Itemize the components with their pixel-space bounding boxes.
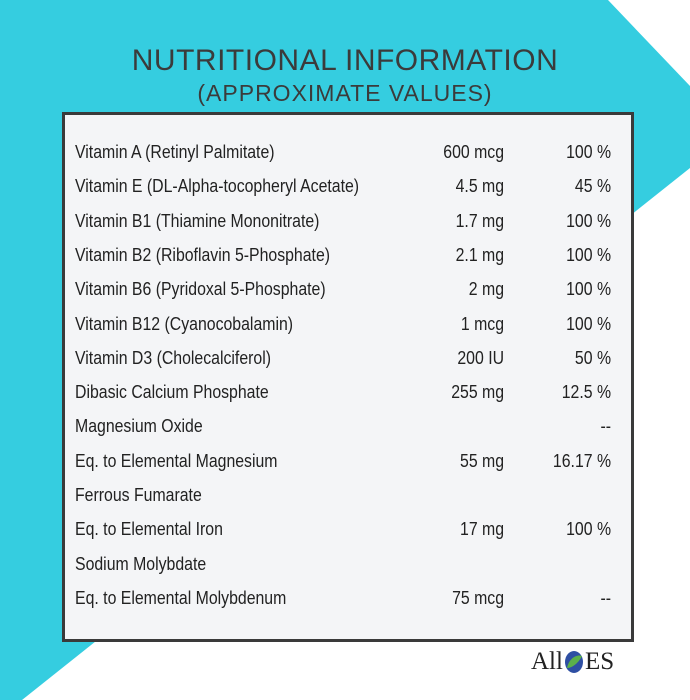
title: NUTRITIONAL INFORMATION xyxy=(131,44,559,77)
nutrient-percent: 12.5 % xyxy=(561,382,611,403)
nutrient-amount: 255 mg xyxy=(451,382,504,403)
nutrient-amount: 1.7 mg xyxy=(455,210,504,231)
nutrient-percent: 100 % xyxy=(566,279,611,300)
nutrient-amount: 2.1 mg xyxy=(455,244,504,265)
subtitle: (APPROXIMATE VALUES) xyxy=(197,80,493,106)
nutrient-name: Vitamin B12 (Cyanocobalamin) xyxy=(75,313,294,334)
nutrient-name: Vitamin B2 (Riboflavin 5-Phosphate) xyxy=(75,244,331,265)
brand-text: ES xyxy=(584,648,615,675)
nutrient-amount: 200 IU xyxy=(457,347,504,368)
nutrient-name: Vitamin E (DL-Alpha-tocopheryl Acetate) xyxy=(75,176,360,197)
nutrient-percent: -- xyxy=(600,587,611,608)
table-row: Vitamin B2 (Riboflavin 5-Phosphate) 2.1 m… xyxy=(65,240,631,270)
brand-logo: All ES xyxy=(531,648,614,676)
table-row: Eq. to Elemental Iron 17 mg 100 % xyxy=(65,514,631,544)
nutrient-percent: 100 % xyxy=(566,519,611,540)
table-row: Dibasic Calcium Phosphate 255 mg 12.5 % xyxy=(65,377,631,407)
brand-text: All xyxy=(531,648,563,675)
table-row: Vitamin D3 (Cholecalciferol) 200 IU 50 % xyxy=(65,343,631,373)
table-row: Eq. to Elemental Magnesium 55 mg 16.17 % xyxy=(65,446,631,476)
nutrient-name: Ferrous Fumarate xyxy=(75,485,202,505)
nutrient-name: Eq. to Elemental Molybdenum xyxy=(75,587,287,608)
table-row: Sodium Molybdate xyxy=(65,549,631,579)
nutrient-amount: 75 mcg xyxy=(452,587,504,608)
nutrient-percent: -- xyxy=(600,416,611,437)
nutrient-name: Vitamin B1 (Thiamine Mononitrate) xyxy=(75,210,320,231)
nutrient-amount: 600 mcg xyxy=(443,142,504,162)
nutrient-percent: 100 % xyxy=(566,244,611,265)
nutrient-name: Dibasic Calcium Phosphate xyxy=(75,382,269,403)
nutrient-amount: 1 mcg xyxy=(460,313,504,334)
table-row: Ferrous Fumarate xyxy=(65,480,631,510)
nutrient-percent: 50 % xyxy=(574,347,611,368)
nutrient-name: Vitamin D3 (Cholecalciferol) xyxy=(75,347,272,368)
nutrient-percent: 16.17 % xyxy=(552,450,611,471)
nutrient-amount: 2 mg xyxy=(468,279,504,300)
nutrient-percent: 100 % xyxy=(566,142,611,162)
table-row: Vitamin B1 (Thiamine Mononitrate) 1.7 mg 1… xyxy=(65,206,631,236)
nutrient-name: Sodium Molybdate xyxy=(75,553,207,574)
table-row: Vitamin E (DL-Alpha-tocopheryl Acetate) 4… xyxy=(65,171,631,201)
nutrient-amount: 4.5 mg xyxy=(455,176,504,197)
table-row: Vitamin B6 (Pyridoxal 5-Phosphate) 2 mg 10… xyxy=(65,274,631,304)
brand-leaf xyxy=(564,651,583,673)
nutrient-name: Eq. to Elemental Magnesium xyxy=(75,450,278,471)
table-row: Vitamin A (Retinyl Palmitate) 600 mcg 100 … xyxy=(65,137,631,167)
nutrition-table: Vitamin A (Retinyl Palmitate) 600 mcg 100 … xyxy=(62,112,634,642)
nutrient-amount: 17 mg xyxy=(459,519,504,540)
nutrient-amount: 55 mg xyxy=(459,450,504,471)
nutrient-name: Vitamin B6 (Pyridoxal 5-Phosphate) xyxy=(75,279,326,300)
nutrient-name: Eq. to Elemental Iron xyxy=(75,519,223,540)
nutrient-percent: 45 % xyxy=(574,176,611,197)
nutrient-name: Magnesium Oxide xyxy=(75,416,203,437)
nutrient-percent: 100 % xyxy=(566,313,611,334)
nutrient-percent: 100 % xyxy=(566,210,611,231)
table-row: Vitamin B12 (Cyanocobalamin) 1 mcg 100 % xyxy=(65,309,631,339)
table-row: Eq. to Elemental Molybdenum 75 mcg -- xyxy=(65,583,631,613)
nutrient-name: Vitamin A (Retinyl Palmitate) xyxy=(75,142,275,162)
table-row: Magnesium Oxide -- xyxy=(65,411,631,441)
